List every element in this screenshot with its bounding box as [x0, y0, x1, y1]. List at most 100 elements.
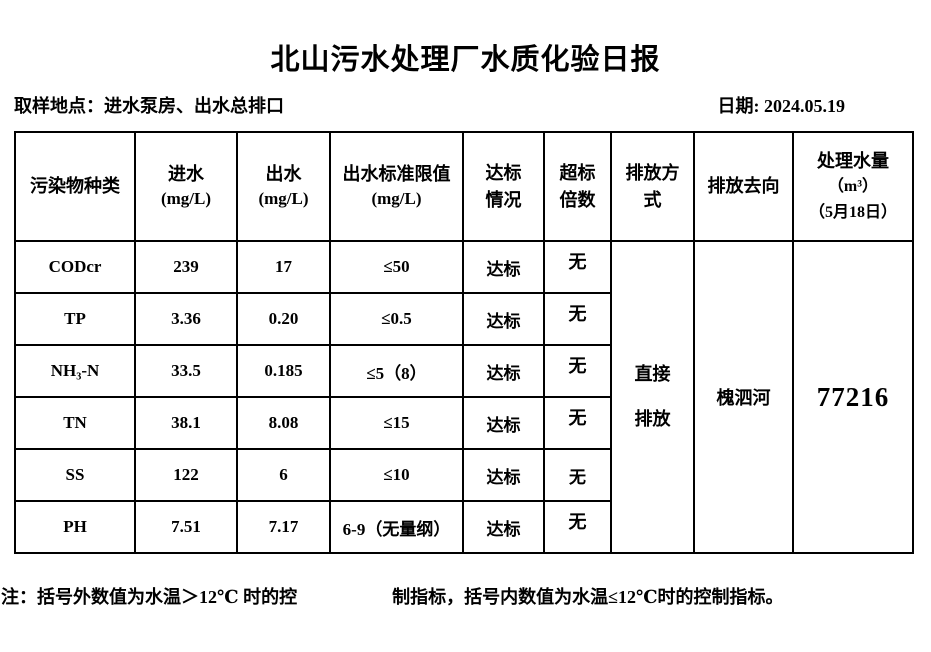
header-limit-line1: 出水标准限值 — [342, 164, 451, 185]
cell-pollutant: SS — [14, 448, 136, 502]
table-row-tp: TP 3.36 0.20 ≤0.5 达标 无 — [14, 292, 913, 346]
cell-compliance: 达标 — [462, 292, 545, 346]
header-volume-unit: （m³） — [827, 177, 879, 195]
cell-volume-merged: 77216 — [792, 240, 914, 554]
footnote-part1: 注：括号外数值为水温＞12℃ 时的控 — [1, 587, 298, 607]
table-row-nh3n: NH₃-N 33.5 0.185 ≤5（8） 达标 无 — [14, 344, 913, 398]
influent-value: 239 — [173, 257, 199, 276]
effluent-value: 8.08 — [268, 413, 299, 432]
header-destination-label: 排放去向 — [707, 176, 780, 197]
effluent-value: 0.185 — [264, 361, 303, 380]
cell-influent: 239 — [134, 240, 238, 294]
cell-pollutant: TN — [14, 396, 136, 450]
header-cell-compliance: 达标 情况 — [462, 131, 545, 242]
cell-exceed: 无 — [543, 240, 612, 294]
cell-exceed: 无 — [543, 396, 612, 450]
limit-value: 6-9（无量纲） — [342, 519, 451, 539]
table-row-ph: PH 7.51 7.17 6-9（无量纲） 达标 无 — [14, 500, 913, 554]
limit-value: ≤0.5 — [381, 309, 412, 328]
compliance-value: 达标 — [486, 363, 521, 383]
pollutant-name: TN — [63, 413, 87, 432]
water-quality-table: 污染物种类 进水 (mg/L) 出水 (mg/L) 出水标准限值 (mg/L) … — [14, 131, 914, 554]
cell-exceed: 无 — [543, 500, 612, 554]
cell-effluent: 7.17 — [236, 500, 331, 554]
cell-compliance: 达标 — [462, 396, 545, 450]
sampling-location-label: 取样地点：进水泵房、出水总排口 — [14, 96, 284, 116]
cell-effluent: 0.185 — [236, 344, 331, 398]
header-discharge-mode-line2: 式 — [643, 189, 662, 210]
cell-influent: 38.1 — [134, 396, 238, 450]
header-cell-influent: 进水 (mg/L) — [134, 131, 238, 242]
cell-effluent: 17 — [236, 240, 331, 294]
header-cell-effluent: 出水 (mg/L) — [236, 131, 331, 242]
limit-value: ≤5（8） — [366, 363, 427, 383]
table-row-tn: TN 38.1 8.08 ≤15 达标 无 — [14, 396, 913, 450]
effluent-value: 0.20 — [268, 309, 299, 328]
header-cell-volume: 处理水量 （m³） （5月18日） — [792, 131, 914, 242]
limit-value: ≤50 — [383, 257, 410, 276]
cell-compliance: 达标 — [462, 344, 545, 398]
exceed-value: 无 — [569, 467, 586, 487]
header-influent-unit: (mg/L) — [160, 189, 212, 209]
table-header-row: 污染物种类 进水 (mg/L) 出水 (mg/L) 出水标准限值 (mg/L) … — [14, 131, 914, 242]
influent-value: 122 — [173, 465, 199, 484]
cell-effluent: 0.20 — [236, 292, 331, 346]
cell-destination-merged: 槐泗河 — [693, 240, 794, 554]
cell-limit: ≤10 — [329, 448, 464, 502]
header-volume-line1: 处理水量 — [817, 150, 889, 171]
influent-value: 7.51 — [171, 517, 201, 536]
effluent-value: 6 — [279, 465, 288, 484]
header-influent-line1: 进水 — [168, 164, 204, 185]
exceed-value: 无 — [568, 304, 587, 324]
header-effluent-unit: (mg/L) — [258, 189, 309, 209]
header-discharge-mode-line1: 排放方 — [625, 163, 680, 184]
table-row-ss: SS 122 6 ≤10 达标 无 — [14, 448, 913, 502]
header-cell-discharge-mode: 排放方 式 — [610, 131, 695, 242]
cell-effluent: 8.08 — [236, 396, 331, 450]
cell-compliance: 达标 — [462, 448, 545, 502]
header-compliance-line2: 情况 — [485, 189, 522, 210]
report-date-label: 日期: 2024.05.19 — [717, 96, 846, 116]
cell-limit: ≤15 — [329, 396, 464, 450]
cell-limit: ≤5（8） — [329, 344, 464, 398]
compliance-value: 达标 — [486, 415, 521, 435]
cell-exceed: 无 — [543, 344, 612, 398]
compliance-value: 达标 — [486, 467, 521, 487]
header-effluent-line1: 出水 — [265, 164, 302, 185]
cell-compliance: 达标 — [462, 240, 545, 294]
influent-value: 38.1 — [171, 413, 201, 432]
exceed-value: 无 — [568, 252, 587, 272]
limit-value: ≤10 — [383, 465, 410, 484]
cell-limit: ≤50 — [329, 240, 464, 294]
cell-limit: ≤0.5 — [329, 292, 464, 346]
table-row-codcr: CODcr 239 17 ≤50 达标 无 直接 排放 槐泗河 77216 — [14, 240, 914, 554]
header-cell-exceed: 超标 倍数 — [543, 131, 612, 242]
cell-influent: 122 — [134, 448, 238, 502]
cell-compliance: 达标 — [462, 500, 545, 554]
cell-effluent: 6 — [236, 448, 331, 502]
discharge-mode-line2: 排放 — [634, 409, 671, 429]
cell-influent: 3.36 — [134, 292, 238, 346]
pollutant-name: PH — [63, 517, 87, 536]
header-cell-destination: 排放去向 — [693, 131, 794, 242]
cell-pollutant: NH₃-N — [14, 344, 136, 398]
pollutant-name: NH₃-N — [50, 361, 100, 380]
header-cell-pollutant: 污染物种类 — [14, 131, 136, 242]
exceed-value: 无 — [568, 408, 587, 428]
cell-pollutant: PH — [14, 500, 136, 554]
cell-discharge-mode-merged: 直接 排放 — [610, 240, 695, 554]
influent-value: 33.5 — [171, 361, 201, 380]
compliance-value: 达标 — [486, 519, 521, 539]
header-compliance-line1: 达标 — [485, 163, 522, 184]
compliance-value: 达标 — [486, 311, 521, 331]
page-title: 北山污水处理厂水质化验日报 — [270, 44, 661, 76]
footnote-part2: 制指标，括号内数值为水温≤12℃时的控制指标。 — [392, 587, 784, 607]
volume-value: 77216 — [816, 381, 890, 412]
header-pollutant-label: 污染物种类 — [30, 176, 120, 197]
influent-value: 3.36 — [171, 309, 201, 328]
pollutant-name: CODcr — [48, 257, 102, 276]
compliance-value: 达标 — [486, 259, 521, 279]
cell-pollutant: CODcr — [14, 240, 136, 294]
cell-exceed: 无 — [543, 448, 612, 502]
